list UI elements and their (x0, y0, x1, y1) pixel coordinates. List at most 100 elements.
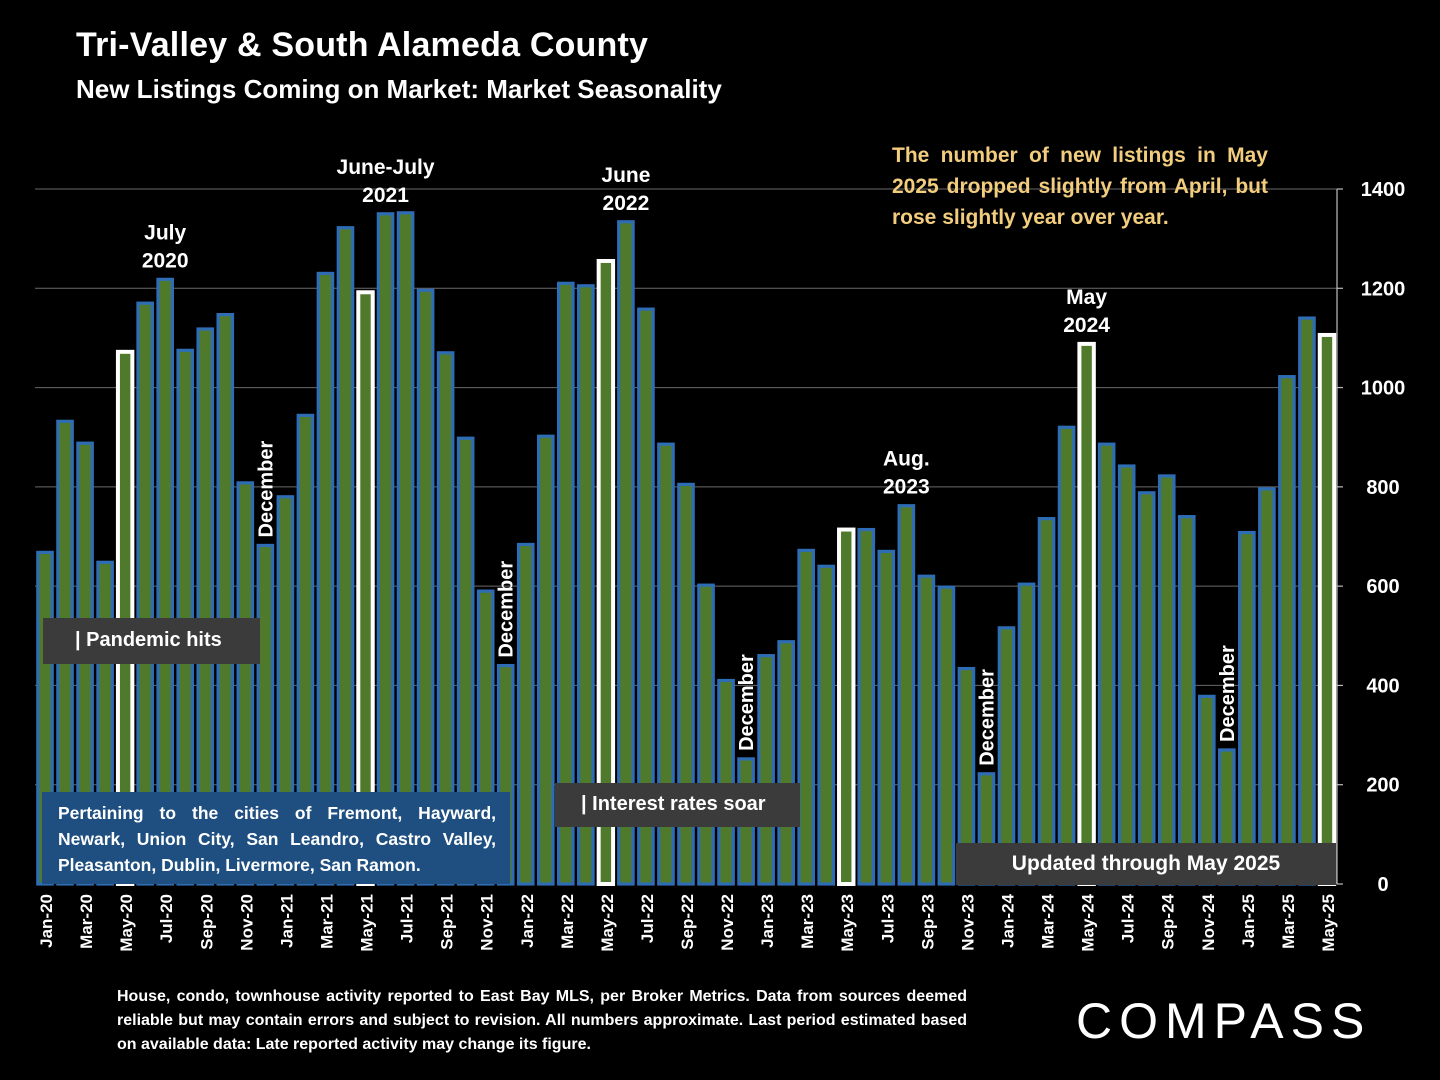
bar-Jan-23 (757, 654, 775, 886)
chart-title: Tri-Valley & South Alameda County (76, 26, 649, 64)
x-tick-label: Mar-25 (1279, 894, 1298, 949)
x-tick-label: Jan-20 (37, 894, 56, 948)
y-tick-label: 600 (1366, 576, 1399, 598)
bar-highlight-May-25 (1317, 332, 1337, 886)
bar-Feb-23 (777, 640, 795, 886)
bar-Jun-24 (1097, 442, 1116, 886)
bar-Apr-24 (1057, 425, 1076, 886)
x-tick-label: Jul-22 (638, 894, 657, 943)
bar-Oct-22 (697, 583, 715, 886)
bar-Oct-23 (937, 585, 956, 886)
x-tick-label: Nov-20 (237, 894, 256, 951)
bar-Oct-20 (216, 312, 235, 886)
bar-Sep-21 (436, 351, 455, 886)
bar-Sep-23 (917, 574, 936, 886)
x-tick-label: Jul-23 (878, 894, 897, 943)
bar-Jul-22 (637, 307, 655, 886)
x-tick-label: Nov-21 (478, 894, 497, 951)
x-tick-label: Jan-24 (998, 893, 1017, 947)
x-tick-label: Sep-20 (197, 894, 216, 950)
x-tick-label: Jan-23 (758, 894, 777, 948)
bar-Mar-22 (557, 281, 575, 886)
y-tick-label: 1400 (1361, 179, 1406, 201)
bar-Nov-20 (236, 481, 255, 886)
interest-rates-label: | Interest rates soar (555, 783, 800, 827)
x-tick-label: Mar-20 (77, 894, 96, 949)
pandemic-label: | Pandemic hits (43, 618, 260, 664)
bar-Mar-25 (1278, 375, 1296, 886)
bar-Jun-22 (617, 220, 635, 886)
x-tick-label: Jan-25 (1239, 894, 1258, 948)
x-tick-label: Sep-23 (918, 894, 937, 950)
bar-Mar-23 (797, 548, 815, 886)
bar-Feb-21 (296, 413, 315, 886)
bar-Jul-21 (396, 211, 415, 886)
bar-Feb-22 (536, 434, 555, 886)
x-tick-label: Jan-22 (518, 894, 537, 948)
annotation-peak: June 2022 (601, 164, 650, 215)
x-tick-label: Jul-24 (1119, 893, 1138, 943)
bar-Apr-21 (336, 226, 355, 886)
bar-Oct-21 (456, 436, 475, 886)
x-tick-label: Jul-20 (157, 894, 176, 943)
bar-Oct-24 (1177, 515, 1196, 886)
bar-Jun-23 (857, 527, 876, 886)
compass-logo: COMPASS (1076, 993, 1372, 1049)
bar-Jun-20 (136, 301, 154, 886)
bar-Jan-25 (1238, 530, 1256, 886)
x-tick-label: Nov-24 (1199, 893, 1218, 950)
x-tick-label: May-23 (838, 894, 857, 952)
bar-Jul-20 (156, 277, 175, 886)
x-tick-label: Mar-23 (798, 894, 817, 949)
bar-highlight-May-20 (115, 349, 135, 887)
bar-Apr-22 (577, 284, 595, 886)
cities-box: Pertaining to the cities of Fremont, Hay… (42, 792, 510, 884)
x-tick-label: Mar-22 (558, 894, 577, 949)
bar-highlight-May-22 (596, 258, 616, 887)
chart-subtitle: New Listings Coming on Market: Market Se… (76, 74, 722, 104)
bar-Feb-24 (1017, 582, 1036, 886)
annotation-peak: June-July 2021 (337, 156, 435, 207)
bar-Sep-24 (1157, 474, 1176, 886)
bar-Aug-22 (657, 442, 675, 886)
x-tick-label: May-25 (1319, 894, 1338, 952)
bar-Apr-25 (1298, 316, 1316, 886)
bar-Aug-24 (1137, 491, 1156, 886)
bar-Jun-21 (376, 212, 395, 886)
bar-Aug-23 (897, 504, 916, 886)
annotation-december: December (976, 669, 998, 766)
bar-Jul-23 (877, 549, 896, 886)
x-tick-label: Jul-21 (398, 894, 417, 943)
bar-Aug-21 (416, 288, 435, 886)
x-tick-label: Jan-21 (277, 894, 296, 948)
x-tick-label: Mar-24 (1039, 893, 1058, 948)
bar-Mar-24 (1037, 517, 1056, 886)
y-tick-label: 1000 (1361, 378, 1406, 400)
annotation-peak: July 2020 (142, 221, 189, 272)
x-tick-label: Mar-21 (317, 894, 336, 949)
bar-Nov-22 (717, 678, 735, 886)
annotation-december: December (496, 561, 518, 658)
annotation-peak: May 2024 (1063, 286, 1110, 337)
y-tick-label: 1200 (1361, 278, 1406, 300)
callout-note: The number of new listings in May 2025 d… (892, 144, 1268, 229)
bar-Jan-21 (276, 495, 295, 886)
y-tick-label: 0 (1377, 874, 1388, 896)
footnote: House, condo, townhouse activity reporte… (117, 988, 967, 1053)
bar-highlight-May-24 (1077, 341, 1096, 886)
bar-Feb-25 (1258, 487, 1276, 886)
annotation-peak: Aug. 2023 (883, 448, 930, 499)
x-tick-label: May-22 (598, 894, 617, 952)
bar-Aug-20 (176, 348, 195, 886)
bar-highlight-May-21 (356, 290, 375, 886)
bar-Sep-20 (196, 327, 215, 886)
x-tick-label: Sep-24 (1159, 893, 1178, 949)
x-tick-label: May-21 (358, 894, 377, 952)
x-tick-label: May-24 (1079, 893, 1098, 951)
annotation-december: December (255, 441, 277, 538)
y-tick-label: 800 (1366, 477, 1399, 499)
x-tick-label: Nov-22 (718, 894, 737, 951)
bar-Jul-24 (1117, 464, 1136, 886)
x-tick-label: Sep-21 (438, 894, 457, 950)
annotation-december: December (1217, 645, 1239, 742)
